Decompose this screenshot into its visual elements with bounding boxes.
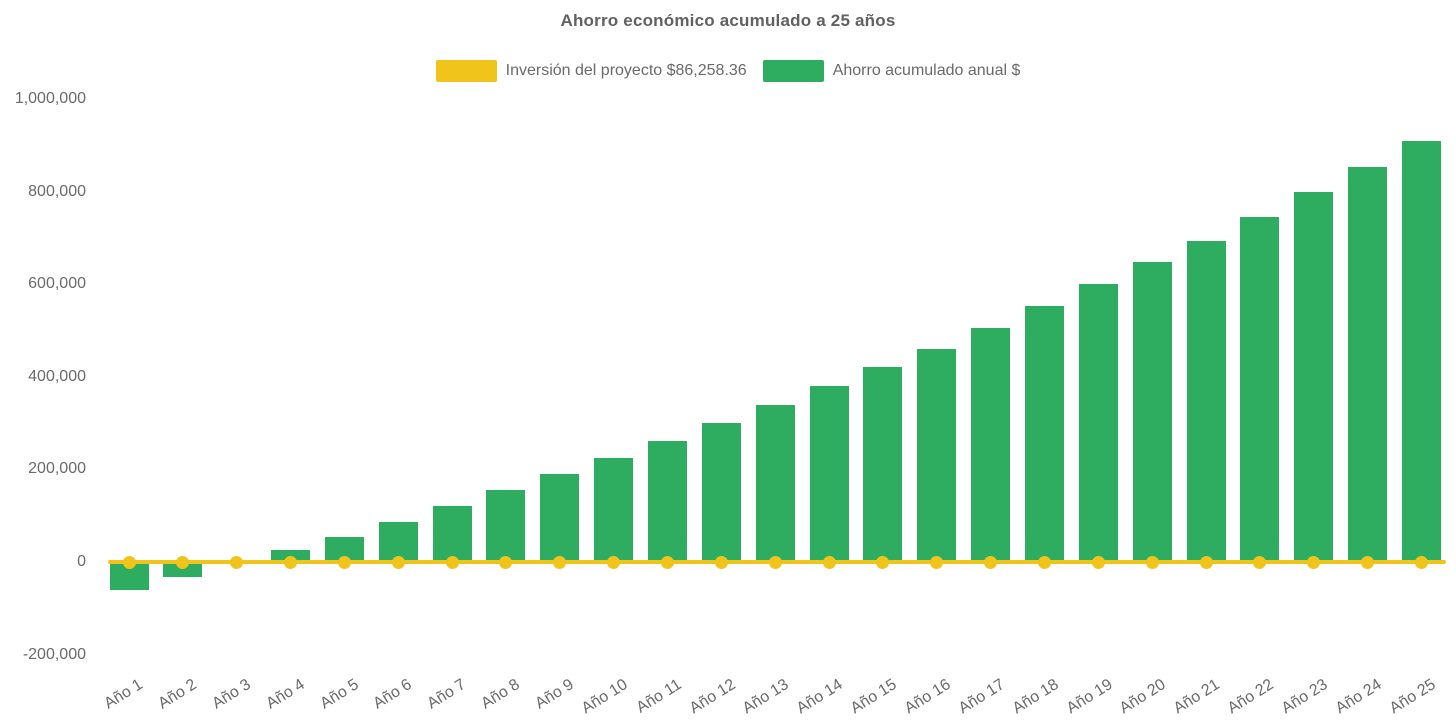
bar-ano-18[interactable] xyxy=(1024,305,1064,562)
bar-ano-15[interactable] xyxy=(863,367,903,562)
bar-ano-7[interactable] xyxy=(432,506,472,562)
inversion-dot-ano-19[interactable] xyxy=(1091,555,1105,569)
y-tick-label: 1,000,000 xyxy=(14,89,86,107)
x-tick-label-ano-1: Año 1 xyxy=(101,676,147,713)
inversion-dot-ano-25[interactable] xyxy=(1414,555,1428,569)
inversion-dot-ano-14[interactable] xyxy=(822,555,836,569)
x-tick-label-ano-6: Año 6 xyxy=(370,676,416,713)
x-tick-label-ano-11: Año 11 xyxy=(633,676,685,717)
inversion-dot-ano-6[interactable] xyxy=(391,555,405,569)
x-tick-label-ano-12: Año 12 xyxy=(686,676,739,718)
inversion-dot-ano-12[interactable] xyxy=(714,555,728,569)
legend-label-inversion: Inversión del proyecto $86,258.36 xyxy=(505,62,747,79)
inversion-dot-ano-9[interactable] xyxy=(553,555,567,569)
y-tick-label: 200,000 xyxy=(28,460,86,478)
x-tick-label-ano-7: Año 7 xyxy=(424,676,470,713)
x-tick-label-ano-10: Año 10 xyxy=(578,676,631,718)
bar-ano-22[interactable] xyxy=(1240,216,1280,562)
bar-ano-9[interactable] xyxy=(540,474,580,562)
inversion-dot-ano-13[interactable] xyxy=(768,555,782,569)
bar-ano-2[interactable] xyxy=(163,562,203,578)
x-tick-label-ano-24: Año 24 xyxy=(1332,676,1385,718)
inversion-dot-ano-11[interactable] xyxy=(661,555,674,569)
inversion-dot-ano-4[interactable] xyxy=(284,555,298,569)
x-tick-label-ano-20: Año 20 xyxy=(1117,676,1170,718)
bar-ano-19[interactable] xyxy=(1078,284,1118,562)
x-tick-label-ano-18: Año 18 xyxy=(1009,676,1062,718)
bar-ano-17[interactable] xyxy=(971,327,1011,562)
ahorro-swatch-icon xyxy=(762,60,824,82)
inversion-dot-ano-15[interactable] xyxy=(876,555,890,569)
inversion-dot-ano-17[interactable] xyxy=(984,555,998,569)
inversion-dot-ano-10[interactable] xyxy=(607,555,621,569)
y-tick-label: 800,000 xyxy=(28,182,86,200)
inversion-dot-ano-8[interactable] xyxy=(499,555,513,569)
x-tick-label-ano-4: Año 4 xyxy=(263,676,308,713)
bar-ano-11[interactable] xyxy=(648,441,687,562)
inversion-dot-ano-22[interactable] xyxy=(1253,555,1267,569)
inversion-dot-ano-23[interactable] xyxy=(1307,555,1321,569)
inversion-swatch-icon xyxy=(435,60,497,82)
inversion-dot-ano-1[interactable] xyxy=(122,555,136,569)
x-tick-label-ano-13: Año 13 xyxy=(740,676,793,718)
inversion-dot-ano-3[interactable] xyxy=(230,555,244,569)
chart-title: Ahorro económico acumulado a 25 años xyxy=(560,11,896,30)
bar-ano-14[interactable] xyxy=(809,386,849,562)
inversion-dot-ano-21[interactable] xyxy=(1199,555,1213,569)
legend: Inversión del proyecto $86,258.36 Ahorro… xyxy=(0,60,1456,82)
x-tick-label-ano-25: Año 25 xyxy=(1386,676,1439,718)
bar-ano-13[interactable] xyxy=(755,405,795,562)
inversion-dot-ano-16[interactable] xyxy=(930,555,944,569)
inversion-dot-ano-18[interactable] xyxy=(1037,555,1051,569)
bar-ano-6[interactable] xyxy=(378,522,418,562)
inversion-dot-ano-7[interactable] xyxy=(445,555,459,569)
inversion-dot-ano-24[interactable] xyxy=(1361,555,1375,569)
x-tick-label-ano-8: Año 8 xyxy=(478,676,523,713)
bar-ano-16[interactable] xyxy=(917,348,957,562)
bar-ano-12[interactable] xyxy=(701,423,741,562)
legend-item-inversion[interactable]: Inversión del proyecto $86,258.36 xyxy=(435,60,747,82)
x-tick-label-ano-5: Año 5 xyxy=(316,676,362,713)
x-tick-label-ano-2: Año 2 xyxy=(155,676,200,713)
legend-item-ahorro[interactable]: Ahorro acumulado anual $ xyxy=(762,60,1021,82)
bar-ano-21[interactable] xyxy=(1186,240,1226,562)
y-tick-label: 400,000 xyxy=(28,367,86,385)
inversion-dot-ano-2[interactable] xyxy=(176,555,190,569)
bar-ano-8[interactable] xyxy=(486,489,526,562)
inversion-dot-ano-20[interactable] xyxy=(1145,555,1159,569)
x-tick-label-ano-21: Año 21 xyxy=(1170,676,1224,718)
x-tick-label-ano-23: Año 23 xyxy=(1278,676,1331,718)
bar-ano-10[interactable] xyxy=(594,458,634,562)
y-tick-label: 600,000 xyxy=(28,275,86,293)
bar-ano-25[interactable] xyxy=(1401,140,1441,562)
bar-ano-24[interactable] xyxy=(1348,166,1388,562)
x-tick-label-ano-3: Año 3 xyxy=(209,676,254,713)
x-tick-label-ano-14: Año 14 xyxy=(794,676,847,718)
legend-label-ahorro: Ahorro acumulado anual $ xyxy=(832,62,1021,79)
x-tick-label-ano-17: Año 17 xyxy=(955,676,1008,718)
bar-ano-20[interactable] xyxy=(1132,262,1172,562)
bar-ano-23[interactable] xyxy=(1294,191,1334,562)
x-tick-label-ano-16: Año 16 xyxy=(901,676,954,718)
x-tick-label-ano-9: Año 9 xyxy=(532,676,577,713)
x-tick-label-ano-19: Año 19 xyxy=(1063,676,1116,718)
x-tick-label-ano-22: Año 22 xyxy=(1224,676,1277,718)
x-tick-label-ano-15: Año 15 xyxy=(847,676,900,718)
y-tick-label: 0 xyxy=(77,553,86,570)
inversion-dot-ano-5[interactable] xyxy=(337,555,351,569)
y-tick-label: -200,000 xyxy=(22,645,86,663)
